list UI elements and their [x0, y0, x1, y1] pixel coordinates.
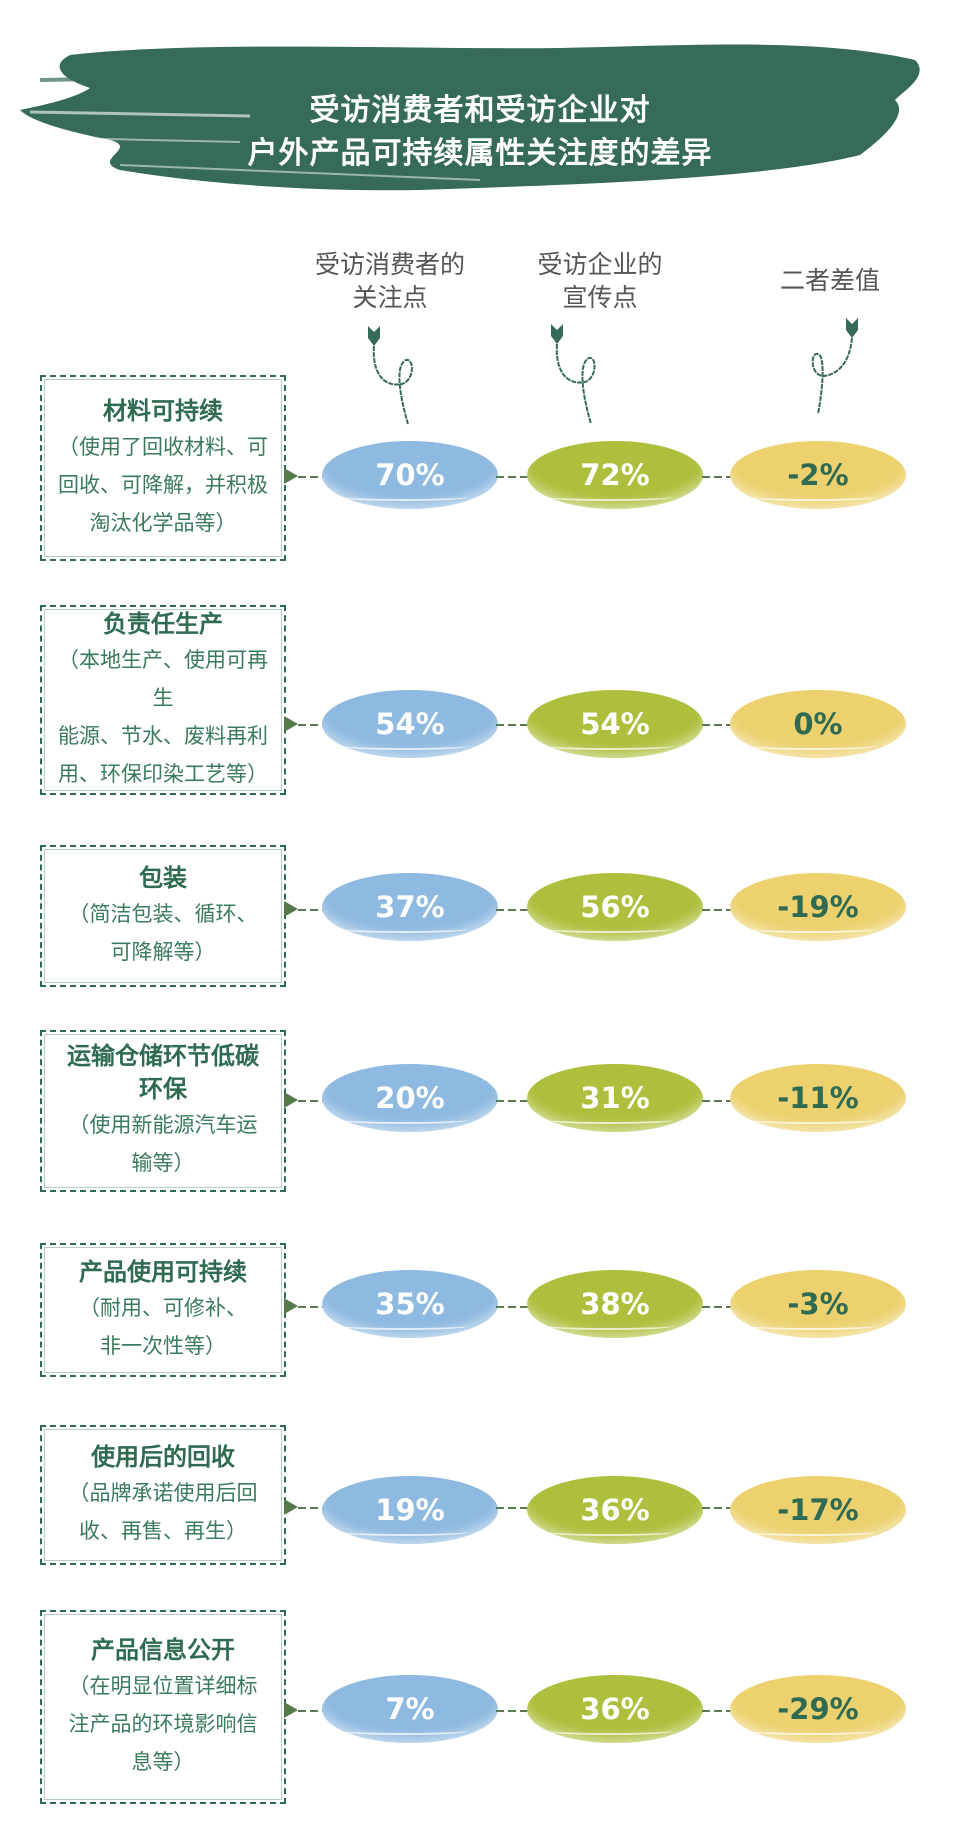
consumer-value-bubble: 70% [322, 441, 498, 509]
category-desc-line: （耐用、可修补、 [79, 1295, 247, 1320]
difference-value-bubble: 0% [730, 690, 906, 758]
connector-line [702, 476, 732, 478]
category-box-packaging: 包装 （简洁包装、循环、 可降解等） [40, 845, 286, 987]
column-header-consumer: 受访消费者的 关注点 [280, 248, 500, 314]
sprout-stem-icon [551, 324, 596, 425]
category-desc-line: 淘汰化学品等） [89, 510, 237, 535]
arrow-icon [284, 1702, 298, 1718]
category-box-material: 材料可持续 （使用了回收材料、可 回收、可降解，并积极 淘汰化学品等） [40, 375, 286, 561]
category-box-transport: 运输仓储环节低碳 环保 （使用新能源汽车运 输等） [40, 1030, 286, 1192]
connector-line [298, 476, 328, 478]
category-desc-line: 用、环保印染工艺等） [58, 761, 268, 786]
category-desc-line: 非一次性等） [100, 1333, 226, 1358]
category-title-line: 运输仓储环节低碳 [67, 1042, 259, 1070]
difference-value-bubble: -3% [730, 1270, 906, 1338]
consumer-value-bubble: 19% [322, 1476, 498, 1544]
consumer-value-bubble: 7% [322, 1675, 498, 1743]
connector-line [702, 1507, 732, 1509]
category-desc-line: （在明显位置详细标 [68, 1673, 258, 1698]
connector-line [298, 724, 328, 726]
category-desc-line: （使用了回收材料、可 [58, 434, 268, 459]
category-desc-line: 输等） [131, 1151, 195, 1175]
title-brush-stroke [20, 44, 920, 191]
column-header-consumer-line-2: 关注点 [352, 283, 428, 312]
category-box-information-disclosure: 产品信息公开 （在明显位置详细标 注产品的环境影响信 息等） [40, 1610, 286, 1804]
sprout-stem-icon [811, 318, 858, 415]
enterprise-value-bubble: 36% [527, 1476, 703, 1544]
enterprise-value-bubble: 72% [527, 441, 703, 509]
connector-line [496, 724, 528, 726]
connector-line [298, 1306, 328, 1308]
connector-line [702, 909, 732, 911]
connector-line [496, 1507, 528, 1509]
connector-line [702, 1100, 732, 1102]
connector-line [298, 909, 328, 911]
connector-line [496, 1306, 528, 1308]
category-desc-line: （使用新能源汽车运 [68, 1113, 258, 1137]
connector-line [496, 1100, 528, 1102]
column-header-difference: 二者差值 [720, 264, 940, 297]
category-desc-line: （简洁包装、循环、 [68, 901, 258, 926]
column-header-enterprise-line-2: 宣传点 [562, 283, 638, 312]
difference-value-bubble: -11% [730, 1064, 906, 1132]
category-title-line: 环保 [139, 1075, 187, 1103]
sprout-stem-icon [368, 326, 413, 425]
connector-line [496, 476, 528, 478]
enterprise-value-bubble: 31% [527, 1064, 703, 1132]
category-desc-line: 注产品的环境影响信 [68, 1711, 258, 1736]
category-box-post-use-recycling: 使用后的回收 （品牌承诺使用后回 收、再售、再生） [40, 1425, 286, 1565]
category-title: 负责任生产 [103, 609, 223, 638]
arrow-icon [284, 1499, 298, 1515]
category-desc-line: 可降解等） [110, 939, 216, 964]
chart-title-line-2: 户外产品可持续属性关注度的差异 [247, 136, 713, 171]
enterprise-value-bubble: 56% [527, 873, 703, 941]
enterprise-value-bubble: 36% [527, 1675, 703, 1743]
category-desc-line: 息等） [131, 1749, 195, 1774]
category-title: 产品使用可持续 [79, 1257, 247, 1286]
connector-line [702, 1710, 732, 1712]
category-desc-line: （本地生产、使用可再生 [58, 647, 268, 710]
consumer-value-bubble: 20% [322, 1064, 498, 1132]
enterprise-value-bubble: 38% [527, 1270, 703, 1338]
arrow-icon [284, 901, 298, 917]
difference-value-bubble: -19% [730, 873, 906, 941]
column-header-difference-line-1: 二者差值 [779, 266, 880, 295]
category-title: 材料可持续 [103, 396, 223, 425]
category-box-responsible-production: 负责任生产 （本地生产、使用可再生 能源、节水、废料再利 用、环保印染工艺等） [40, 605, 286, 795]
category-desc-line: 能源、节水、废料再利 [58, 723, 268, 748]
connector-line [496, 909, 528, 911]
difference-value-bubble: -17% [730, 1476, 906, 1544]
connector-line [298, 1100, 328, 1102]
connector-line [298, 1507, 328, 1509]
arrow-icon [284, 1298, 298, 1314]
connector-line [702, 1306, 732, 1308]
column-header-enterprise: 受访企业的 宣传点 [490, 248, 710, 314]
column-header-enterprise-line-1: 受访企业的 [537, 250, 663, 279]
category-title: 使用后的回收 [91, 1442, 235, 1471]
consumer-value-bubble: 35% [322, 1270, 498, 1338]
column-header-consumer-line-1: 受访消费者的 [314, 250, 465, 279]
arrow-icon [284, 1092, 298, 1108]
consumer-value-bubble: 54% [322, 690, 498, 758]
arrow-icon [284, 468, 298, 484]
category-box-product-use: 产品使用可持续 （耐用、可修补、 非一次性等） [40, 1243, 286, 1377]
category-title: 包装 [139, 863, 187, 892]
arrow-icon [284, 716, 298, 732]
category-desc-line: （品牌承诺使用后回 [68, 1480, 258, 1505]
category-desc-line: 回收、可降解，并积极 [58, 472, 268, 497]
category-desc-line: 收、再售、再生） [79, 1518, 247, 1543]
connector-line [496, 1710, 528, 1712]
chart-title-line-1: 受访消费者和受访企业对 [309, 93, 651, 128]
difference-value-bubble: -29% [730, 1675, 906, 1743]
difference-value-bubble: -2% [730, 441, 906, 509]
enterprise-value-bubble: 54% [527, 690, 703, 758]
category-title: 产品信息公开 [91, 1635, 235, 1664]
consumer-value-bubble: 37% [322, 873, 498, 941]
connector-line [298, 1710, 328, 1712]
connector-line [702, 724, 732, 726]
